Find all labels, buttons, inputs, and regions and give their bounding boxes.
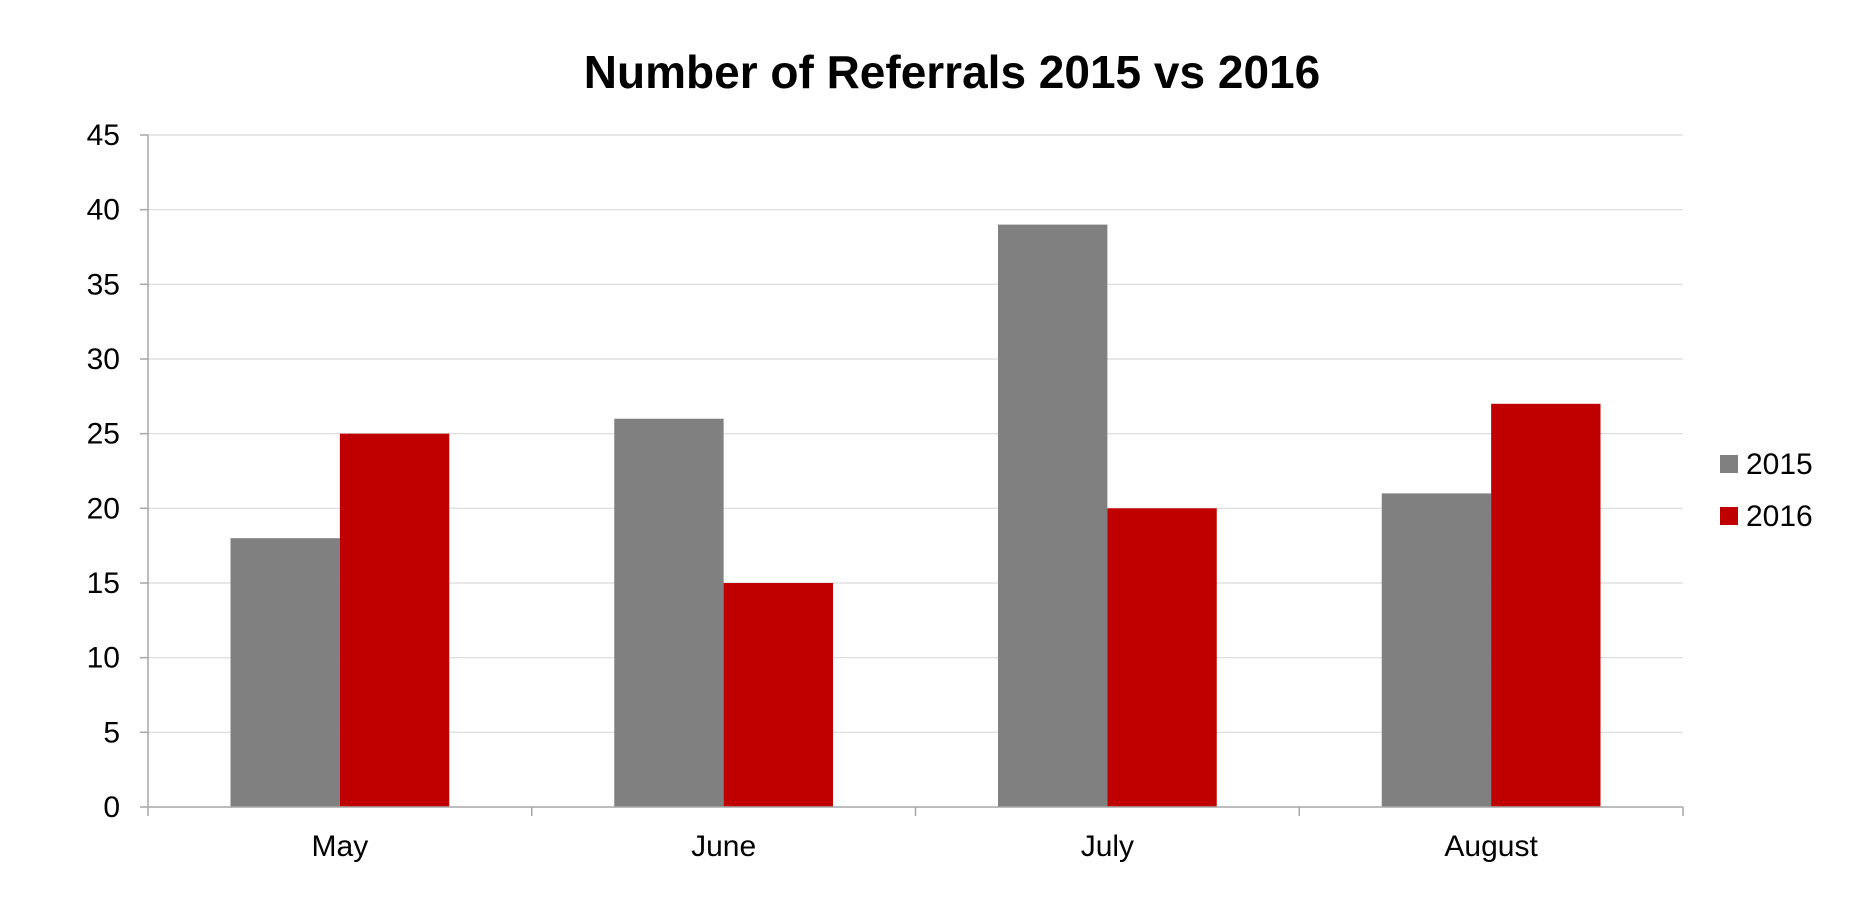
bar-2016-august [1491, 403, 1601, 807]
y-tick-label: 45 [87, 119, 120, 152]
y-tick-label: 30 [87, 343, 120, 376]
y-tick-label: 20 [87, 492, 120, 525]
x-axis-tick-labels: May June July August [312, 830, 1539, 863]
legend-swatch-2015 [1720, 455, 1738, 473]
bar-2016-may [339, 433, 450, 807]
legend: 2015 2016 [1720, 448, 1813, 533]
x-tick-label-may: May [312, 830, 369, 863]
bar-2015-august [1381, 493, 1492, 807]
y-tick-label: 25 [87, 418, 120, 451]
bar-2015-july [998, 224, 1108, 808]
x-tick-label-june: June [691, 830, 756, 863]
legend-label-2015: 2015 [1746, 448, 1813, 481]
bars [230, 224, 1601, 808]
y-tick-label: 15 [87, 567, 120, 600]
x-tick-label-july: July [1081, 830, 1134, 863]
bar-2015-may [230, 538, 340, 807]
legend-label-2016: 2016 [1746, 500, 1813, 533]
legend-swatch-2016 [1720, 507, 1738, 525]
y-tick-label: 35 [87, 268, 120, 301]
chart-title: Number of Referrals 2015 vs 2016 [584, 46, 1320, 98]
y-tick-label: 5 [103, 716, 120, 749]
y-axis-tick-labels: 0 5 10 15 20 25 30 35 40 45 [87, 119, 120, 824]
y-tick-label: 10 [87, 642, 120, 675]
y-tick-label: 0 [103, 791, 120, 824]
bar-2016-july [1107, 508, 1217, 807]
x-tick-label-august: August [1444, 830, 1538, 863]
y-tick-label: 40 [87, 194, 120, 227]
bar-2016-june [723, 583, 833, 807]
axes [140, 134, 1684, 816]
bar-2015-june [614, 418, 724, 807]
